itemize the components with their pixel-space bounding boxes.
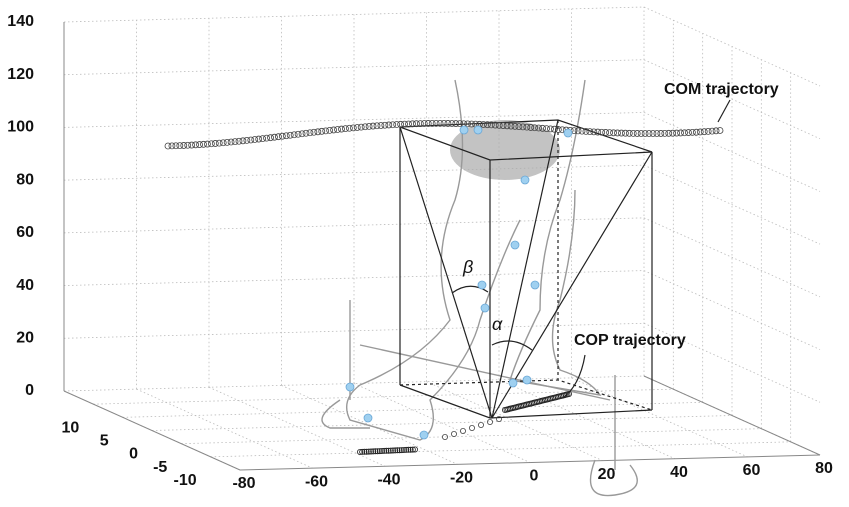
z-tick-label: 20 (16, 330, 34, 347)
x-tick-label: -40 (377, 471, 400, 488)
body-marker (521, 176, 529, 184)
z-tick-label: 80 (16, 171, 34, 188)
x-tick-label: 40 (670, 464, 688, 481)
cop-point (451, 431, 456, 436)
body-marker (481, 304, 489, 312)
x-tick-label: 80 (815, 460, 833, 477)
z-tick-label: 40 (16, 277, 34, 294)
alpha-label: α (492, 314, 503, 334)
com-point (717, 127, 723, 133)
x-tick-label: 20 (598, 466, 616, 483)
grid-line (644, 165, 820, 244)
body-marker (511, 241, 519, 249)
y-tick-label: -10 (174, 472, 197, 489)
cop-label: COP trajectory (574, 332, 686, 349)
cop-point (442, 434, 447, 439)
z-tick-label: 100 (7, 119, 34, 136)
x-tick-label: -80 (232, 475, 255, 492)
com-arrow (718, 100, 730, 122)
body-marker (478, 281, 486, 289)
body-marker (364, 414, 372, 422)
alpha-arc (492, 341, 532, 350)
cop-point (460, 428, 465, 433)
figure: β α COM trajectory COP trajectory 0 20 40 6… (0, 0, 849, 507)
y-tick-label: 0 (129, 446, 138, 463)
z-tick-label: 60 (16, 224, 34, 241)
com-label: COM trajectory (664, 81, 779, 98)
body-marker (420, 431, 428, 439)
z-tick-label: 120 (7, 66, 34, 83)
body-marker (509, 379, 517, 387)
cop-point (469, 425, 474, 430)
body-marker (460, 126, 468, 134)
body-marker (523, 376, 531, 384)
y-tick-label: -5 (153, 459, 167, 476)
y-tick-label: 10 (62, 419, 80, 436)
axis-line (64, 391, 240, 470)
beta-label: β (462, 257, 473, 277)
body-marker (564, 129, 572, 137)
body-marker (474, 126, 482, 134)
x-tick-label: 60 (743, 462, 761, 479)
z-tick-label: 140 (7, 13, 34, 30)
body-marker (531, 281, 539, 289)
y-tick-label: 5 (100, 433, 109, 450)
grid-line (644, 218, 820, 297)
body-marker (346, 383, 354, 391)
x-tick-label: -20 (450, 470, 473, 487)
grid-line (644, 112, 820, 191)
cop-point (478, 422, 483, 427)
x-tick-label: -60 (305, 473, 328, 490)
axis-line (644, 376, 820, 455)
z-tick-label: 0 (25, 382, 34, 399)
x-tick-label: 0 (530, 468, 539, 485)
